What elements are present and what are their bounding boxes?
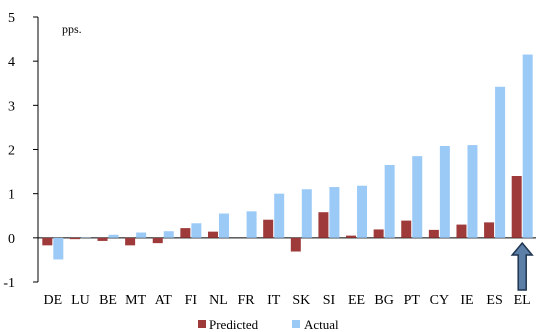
bar-predicted-el: [511, 176, 522, 238]
x-tick-label: MT: [125, 293, 146, 308]
x-tick-label: EE: [348, 293, 365, 308]
y-tick-label: 2: [8, 144, 15, 159]
bar-predicted-pt: [401, 220, 412, 238]
legend-swatch-actual: [292, 320, 300, 328]
x-tick-label: BE: [99, 293, 117, 308]
bar-predicted-sk: [290, 237, 301, 252]
bars: [42, 54, 533, 260]
legend-label-actual: Actual: [304, 317, 339, 332]
up-arrow-icon: [510, 241, 534, 291]
bar-actual-bg: [384, 164, 395, 238]
bar-actual-de: [53, 237, 64, 260]
bar-actual-at: [163, 231, 174, 238]
bar-actual-pt: [412, 156, 423, 238]
x-tick-label: BG: [374, 293, 393, 308]
bar-predicted-mt: [125, 237, 136, 246]
x-tick-label: LU: [71, 293, 90, 308]
bar-predicted-fi: [180, 228, 191, 238]
bar-actual-el: [522, 54, 533, 238]
bar-actual-si: [329, 187, 340, 238]
x-tick-label: AT: [155, 293, 173, 308]
bar-predicted-nl: [207, 231, 218, 238]
bar-actual-nl: [218, 213, 229, 238]
y-tick-label: 5: [8, 11, 15, 26]
x-tick-label: ES: [486, 293, 502, 308]
bar-predicted-be: [97, 237, 108, 241]
x-tick-label: NL: [209, 293, 228, 308]
bar-predicted-lu: [69, 237, 80, 240]
legend-item-actual: Actual: [292, 317, 339, 332]
bar-actual-fr: [246, 211, 257, 238]
x-tick-label: IE: [460, 293, 473, 308]
y-ticks: -1 0 1 2 3 4 5: [3, 11, 38, 291]
bar-predicted-ee: [346, 235, 357, 238]
y-tick-label: 0: [8, 232, 15, 247]
x-tick-label: DE: [43, 293, 62, 308]
bar-actual-es: [495, 86, 506, 238]
legend-label-predicted: Predicted: [209, 317, 259, 332]
x-tick-label: SK: [292, 293, 310, 308]
x-tick-label: SI: [323, 293, 336, 308]
x-tick-label: FR: [238, 293, 256, 308]
bar-predicted-es: [484, 222, 495, 238]
y-tick-label: -1: [3, 276, 15, 291]
x-tick-label: IT: [267, 293, 281, 308]
y-tick-label: 4: [8, 55, 15, 70]
bar-predicted-de: [42, 237, 53, 246]
bar-actual-it: [274, 193, 285, 238]
x-tick-label: PT: [404, 293, 421, 308]
x-tick-label: FI: [185, 293, 198, 308]
bar-predicted-at: [152, 237, 163, 244]
legend: Predicted Actual: [198, 317, 339, 332]
bar-actual-cy: [439, 145, 450, 238]
category-labels: DE LU BE MT AT FI NL FR IT SK SI EE BG PT CY IE ES EL: [43, 293, 530, 308]
bar-actual-mt: [136, 232, 147, 238]
bar-actual-ie: [467, 145, 478, 238]
bar-predicted-si: [318, 212, 329, 238]
bar-predicted-bg: [373, 229, 384, 238]
bar-predicted-it: [263, 219, 274, 238]
bar-predicted-ie: [456, 224, 467, 238]
x-tick-label: EL: [514, 293, 531, 308]
x-tick-label: CY: [430, 293, 449, 308]
legend-item-predicted: Predicted: [198, 317, 259, 332]
bar-predicted-cy: [428, 229, 439, 238]
y-tick-label: 1: [8, 188, 15, 203]
legend-swatch-predicted: [198, 320, 206, 328]
bar-actual-be: [108, 234, 119, 238]
bar-actual-fi: [191, 223, 202, 238]
unit-label: pps.: [62, 22, 82, 36]
bar-actual-sk: [301, 189, 312, 238]
y-tick-label: 3: [8, 99, 15, 114]
bar-actual-ee: [357, 185, 368, 238]
annotation: [510, 241, 534, 291]
axes: [37, 17, 536, 282]
